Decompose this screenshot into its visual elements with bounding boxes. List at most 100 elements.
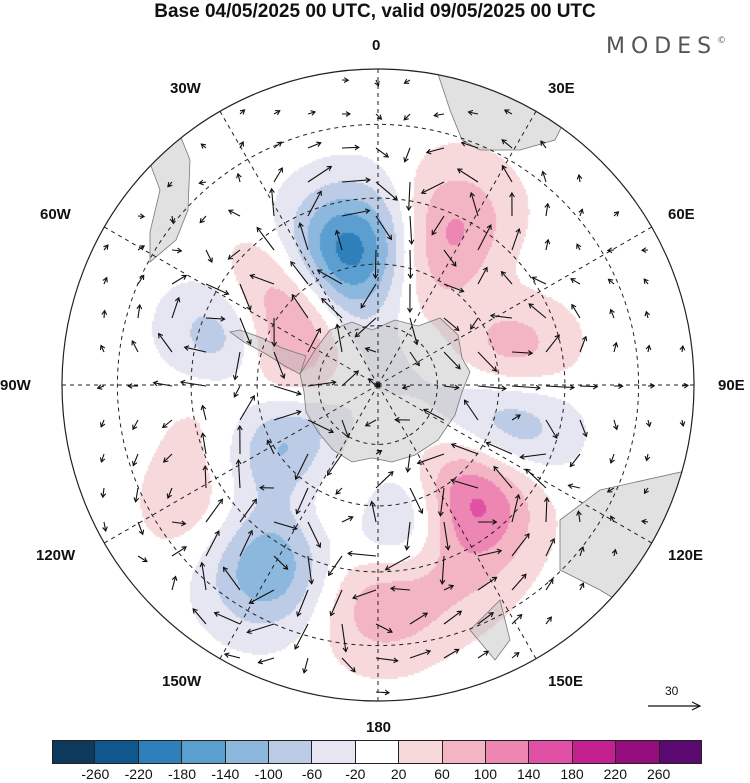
wind-vector [137,275,145,285]
wind-vector-head [571,303,577,310]
wind-vector-head [401,384,408,390]
wind-vector [102,487,105,498]
wind-vector [409,215,413,244]
wind-vector-head [414,360,420,367]
wind-vector [545,239,549,251]
lon-label-90e: 90E [718,377,745,394]
wind-vector-head [139,213,146,220]
wind-vector-head [132,424,138,431]
wind-vector-head [407,273,414,280]
wind-vector-head [326,470,332,476]
wind-vector [545,616,552,625]
wind-vector [477,224,492,251]
wind-vector-head [483,650,490,656]
wind-vector [171,576,177,591]
wind-vector-head [541,170,547,177]
wind-vector [608,278,615,285]
wind-vector-head [579,582,585,588]
wind-vector [421,181,445,194]
colorbar-tick-label: -140 [211,766,240,782]
wind-vector-head [579,545,585,552]
wind-vector-head [316,269,323,275]
wind-vector-head [613,211,620,217]
wind-vector [307,111,316,115]
wind-vector [545,203,549,217]
wind-vector-head [315,327,322,334]
wind-vector [443,521,449,550]
wind-vector [237,173,241,183]
wind-vector-head [431,229,437,236]
wind-vector [303,657,309,673]
wind-vector [162,419,173,428]
wind-vector-head [509,191,515,198]
colorbar-tick-label: -220 [124,766,153,782]
wind-vector-head [514,493,521,500]
wind-vector [434,113,445,117]
antarctica-landmass [299,317,471,463]
wind-vector-head [167,182,173,188]
colorbar-tick-label: -260 [81,766,110,782]
wind-vector-head [439,579,446,585]
colorbar-tick-label: 180 [560,766,584,782]
wind-vector-head [489,313,496,319]
wind-vector [542,171,547,183]
wind-vector [404,147,411,162]
wind-vector-head [607,278,614,284]
wind-vector [239,530,253,557]
wind-vector [375,657,398,662]
wind-vector-head [576,173,583,180]
wind-vector-head [369,500,376,507]
wind-vector [295,453,309,480]
wind-vector [464,399,479,421]
wind-vector-head [643,488,649,495]
wind-vector-head [420,188,427,195]
colorbar-tick-label: 140 [516,766,541,782]
wind-vector [443,648,459,659]
wind-vector-head [501,164,507,171]
wind-vector [409,487,423,514]
wind-vector-head [329,610,335,617]
wind-vector [461,142,479,149]
wind-vector-head [308,579,315,585]
map-title: Base 04/05/2025 00 UTC, valid 09/05/2025… [154,1,596,22]
wind-vector-head [294,474,300,481]
wind-vector [171,546,187,557]
wind-vector-head [394,416,400,423]
lon-label-120e: 120E [668,547,704,564]
wind-vector [355,317,377,338]
wind-vector [247,623,275,633]
wind-vector [504,109,513,115]
wind-vector-head [493,465,499,472]
wind-vector-head [295,508,301,515]
wind-vector-head [200,404,207,411]
wind-vector [579,209,583,217]
wind-vector [180,381,207,387]
wind-vector-head [384,689,391,696]
wind-vector-head [546,616,552,622]
wind-vector-head [519,453,525,460]
wind-vector [204,466,207,489]
wind-vector-head [569,384,576,391]
wind-vector [256,227,275,251]
wind-vector [273,167,283,183]
wind-vector-head [199,561,206,568]
wind-vector-head [364,208,371,215]
wind-vector-head [540,140,546,146]
wind-vector-head [454,648,460,654]
lon-label-120w: 120W [36,547,76,564]
wind-vector-head [613,424,619,431]
wind-vector-head [683,382,690,389]
wind-vector-head [525,468,531,474]
wind-vector-head [611,548,618,555]
wind-vector [171,521,186,525]
wind-vector-head [606,247,613,254]
wind-vector-head [618,383,624,389]
wind-vector [153,382,173,387]
wind-vector [291,294,309,319]
wind-vector-head [406,205,412,212]
wind-vector [532,277,547,285]
wind-vector [645,311,649,319]
wind-vector [341,179,370,183]
wind-vector [294,623,309,650]
